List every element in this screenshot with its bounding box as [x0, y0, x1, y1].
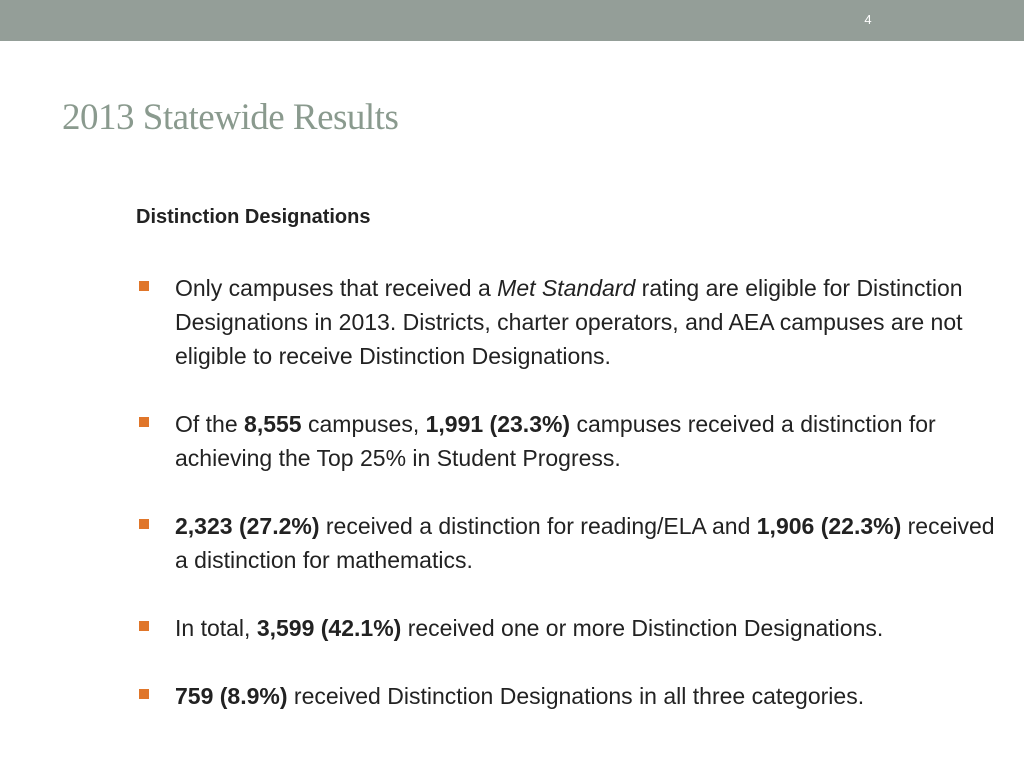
bullet-text: Of the	[175, 411, 245, 437]
bullet-text: campuses,	[301, 411, 426, 437]
bullet-text: rating are eligible for Distinction Desi…	[175, 275, 963, 369]
bold-figure: 1,991 (23.3%)	[425, 411, 571, 437]
bullet-list: Only campuses that received a Met Standa…	[136, 271, 1006, 713]
square-bullet-icon	[139, 281, 149, 291]
bullet-item-eligibility: Only campuses that received a Met Standa…	[136, 271, 1006, 373]
bullet-text: In total,	[175, 615, 257, 641]
bullet-text: received Distinction Designations in all…	[287, 683, 865, 709]
bullet-text: campuses received a distinction for achi…	[175, 411, 936, 471]
square-bullet-icon	[139, 689, 149, 699]
bullet-text: received a distinction for mathematics.	[175, 513, 995, 573]
square-bullet-icon	[139, 519, 149, 529]
bold-figure: 8,555	[244, 411, 302, 437]
square-bullet-icon	[139, 621, 149, 631]
bullet-text: Only campuses that received a	[175, 275, 498, 301]
bullet-text: received a distinction for reading/ELA a…	[319, 513, 757, 539]
slide-title: 2013 Statewide Results	[62, 97, 399, 138]
bullet-item-all-three: 759 (8.9%) received Distinction Designat…	[136, 679, 1006, 713]
bold-figure: 2,323 (27.2%)	[175, 513, 320, 539]
bullet-text: received one or more Distinction Designa…	[401, 615, 884, 641]
bullet-item-student-progress: Of the 8,555 campuses, 1,991 (23.3%) cam…	[136, 407, 1006, 475]
bold-figure: 3,599 (42.1%)	[256, 615, 402, 641]
section-heading: Distinction Designations	[136, 206, 371, 228]
bullet-item-total: In total, 3,599 (42.1%) received one or …	[136, 611, 1006, 645]
emphasis-text: Met Standard	[497, 275, 636, 301]
slide-number: 4	[864, 12, 872, 27]
bold-figure: 1,906 (22.3%)	[756, 513, 902, 539]
top-bar: 4	[0, 0, 1024, 41]
bullet-item-reading-math: 2,323 (27.2%) received a distinction for…	[136, 509, 1006, 577]
bold-figure: 759 (8.9%)	[175, 683, 288, 709]
square-bullet-icon	[139, 417, 149, 427]
slide-content: Distinction Designations Only campuses t…	[136, 203, 1006, 747]
